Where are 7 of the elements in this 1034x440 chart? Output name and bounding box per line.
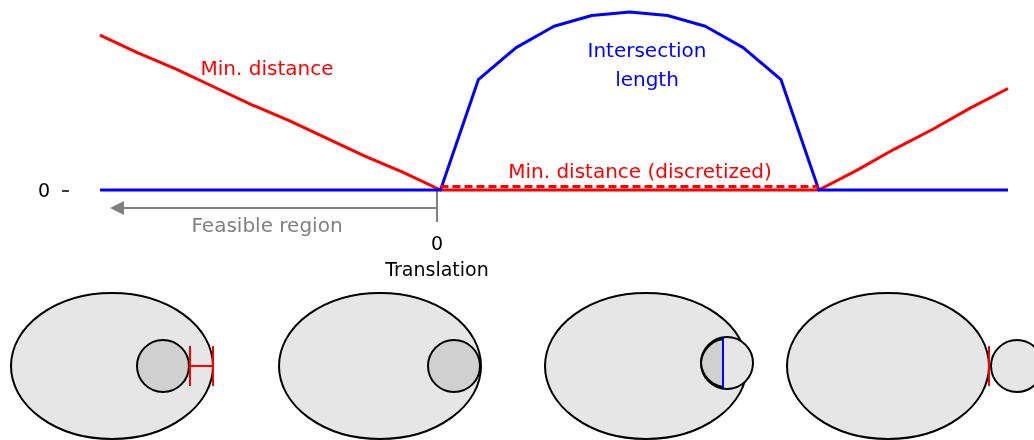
text: 0: [37, 179, 50, 201]
text: Feasible region: [191, 213, 343, 237]
series-label: Intersection length: [587, 38, 707, 91]
series-label: Min. distance (discretized): [508, 159, 772, 183]
x-axis-title: Translation: [384, 258, 489, 280]
series-label: Min. distance: [200, 56, 334, 80]
text: 0: [430, 232, 444, 254]
